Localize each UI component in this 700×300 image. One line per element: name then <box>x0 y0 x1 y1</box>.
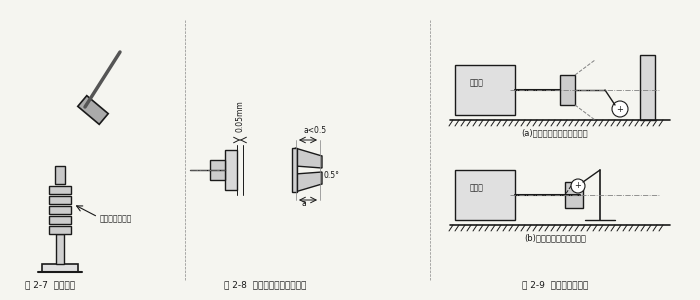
Bar <box>49 206 71 214</box>
Text: a: a <box>302 199 307 208</box>
Text: 原动机: 原动机 <box>470 183 484 192</box>
Bar <box>55 166 65 184</box>
Text: 图 2-7  注意事项: 图 2-7 注意事项 <box>25 280 75 290</box>
Polygon shape <box>295 148 322 168</box>
Polygon shape <box>295 172 322 192</box>
Text: +: + <box>617 104 624 113</box>
Text: 此处应垫一铜棒: 此处应垫一铜棒 <box>100 214 132 224</box>
Bar <box>640 55 655 120</box>
Bar <box>49 216 71 224</box>
Circle shape <box>612 101 628 117</box>
Bar <box>210 160 225 180</box>
Bar <box>49 226 71 234</box>
Text: +: + <box>575 182 582 190</box>
Bar <box>455 65 515 115</box>
Bar <box>49 196 71 204</box>
Polygon shape <box>78 96 108 124</box>
Bar <box>42 264 78 272</box>
Text: 图 2-9  安装精度的检查: 图 2-9 安装精度的检查 <box>522 280 588 290</box>
Bar <box>292 148 297 192</box>
Text: a<0.5: a<0.5 <box>303 126 327 135</box>
Circle shape <box>571 179 585 193</box>
Text: 0.5°: 0.5° <box>323 172 339 181</box>
Text: 图 2-8  联轴器之间的安装精度: 图 2-8 联轴器之间的安装精度 <box>224 280 306 290</box>
Bar <box>56 234 64 264</box>
Text: (a)用百分表检查联轴器端面: (a)用百分表检查联轴器端面 <box>522 128 588 137</box>
Bar <box>49 186 71 194</box>
Bar <box>560 75 575 105</box>
Text: 原动机: 原动机 <box>470 78 484 87</box>
Text: 0.05mm: 0.05mm <box>235 100 244 132</box>
Bar <box>225 150 237 190</box>
Text: (b)用百分表检查支座端面: (b)用百分表检查支座端面 <box>524 233 586 242</box>
Bar <box>455 170 515 220</box>
Bar <box>565 182 583 208</box>
